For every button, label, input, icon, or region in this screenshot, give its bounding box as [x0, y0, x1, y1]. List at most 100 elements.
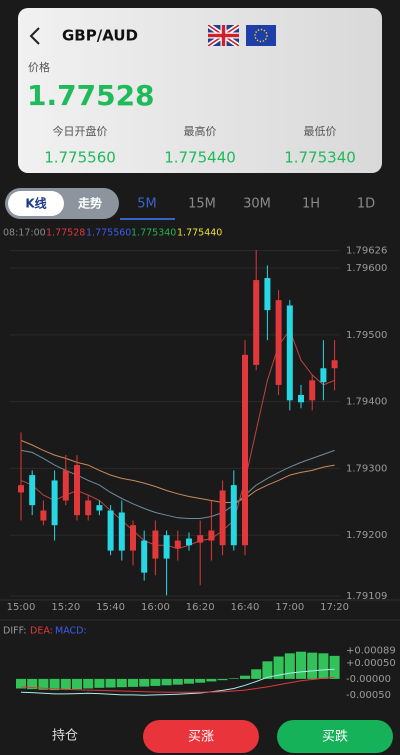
macd-bar: [161, 678, 172, 686]
candle-body: [298, 394, 304, 403]
y-tick-label: 1.79400: [346, 397, 387, 408]
candle-body: [107, 510, 114, 551]
mode-active[interactable]: [8, 191, 64, 216]
stat-label: 最低价: [304, 125, 337, 138]
position-tab[interactable]: 持仓: [52, 729, 78, 744]
quote-card: [18, 8, 382, 173]
candle-body: [130, 525, 136, 551]
macd-legend: DIFF:: [3, 626, 27, 637]
x-tick-label: 16:40: [231, 602, 260, 613]
candle-body: [219, 490, 226, 546]
y-tick-label: 1.79109: [346, 591, 387, 602]
pair-name: GBP/AUD: [62, 27, 138, 45]
y-tick-label: -0.00050: [346, 690, 391, 701]
quote-value: 1.775560: [86, 228, 131, 239]
interval-tab[interactable]: 1H: [302, 197, 320, 212]
candle-body: [264, 278, 271, 311]
y-tick-label: +0.00089: [346, 645, 396, 656]
y-tick-label: 1.79300: [346, 463, 387, 474]
candle-body: [197, 535, 204, 543]
mode-tab[interactable]: 走势: [78, 196, 102, 211]
interval-underline: [120, 218, 175, 220]
stat-label: 今日开盘价: [53, 124, 108, 138]
candle-body: [141, 540, 148, 573]
x-tick-label: 17:20: [320, 602, 349, 613]
y-tick-label: -0.00000: [346, 674, 391, 685]
ma-line: [20, 449, 335, 519]
macd-bar: [217, 678, 228, 681]
interval-tab[interactable]: 5M: [137, 197, 157, 212]
macd-bar: [195, 678, 206, 683]
interval-tab[interactable]: 30M: [243, 197, 271, 212]
candle-body: [29, 475, 36, 506]
quote-value: 1.775340: [131, 228, 176, 239]
quote-value: 1.775440: [177, 228, 222, 239]
macd-legend: MACD:: [55, 626, 87, 637]
y-tick-label: +0.00050: [346, 658, 396, 669]
macd-line: [20, 676, 335, 693]
price: 1.77528: [27, 79, 155, 112]
candle-body: [18, 485, 24, 493]
eu-flag: [246, 25, 276, 46]
ma-line: [20, 439, 335, 503]
candle-body: [152, 530, 159, 559]
macd-bar: [240, 675, 250, 679]
buy-up-label[interactable]: 买涨: [188, 730, 214, 745]
candle-body: [242, 354, 248, 546]
macd-bar: [296, 651, 306, 679]
macd-bar: [128, 678, 138, 687]
stat-value: 1.775560: [44, 149, 116, 167]
candle-body: [51, 480, 58, 526]
x-tick-label: 15:00: [7, 602, 36, 613]
y-tick-label: 1.79500: [346, 330, 387, 341]
mode-tab[interactable]: K线: [25, 196, 46, 211]
candle-body: [118, 512, 125, 551]
candle-body: [253, 280, 260, 365]
macd-bar: [273, 656, 284, 679]
macd-bar: [72, 678, 82, 690]
stat-value: 1.775340: [284, 149, 356, 167]
macd-bar: [139, 678, 150, 687]
x-tick-label: 16:00: [141, 602, 170, 613]
macd-bar: [49, 678, 60, 691]
uk-flag: [208, 25, 239, 46]
stat-label: 最高价: [184, 124, 217, 138]
macd-bar: [94, 678, 105, 688]
macd-bar: [284, 653, 295, 679]
macd-bar: [262, 661, 273, 679]
stat-value: 1.775440: [164, 149, 236, 167]
buy-up-button[interactable]: [143, 720, 259, 753]
macd-bar: [206, 678, 217, 682]
macd-bar: [307, 652, 318, 679]
candle-body: [320, 368, 327, 383]
macd-bar: [329, 655, 340, 679]
candle-body: [208, 530, 215, 541]
x-tick-label: 17:00: [275, 602, 304, 613]
x-tick-label: 15:20: [51, 602, 80, 613]
macd-bar: [251, 669, 262, 679]
macd-bar: [318, 653, 329, 679]
macd-bar: [83, 678, 94, 689]
back-button[interactable]: [29, 27, 40, 45]
x-tick-label: 15:40: [96, 602, 125, 613]
candle-body: [85, 500, 92, 516]
macd-bar: [27, 678, 38, 690]
y-tick-label: 1.79600: [346, 263, 387, 274]
buy-down-button[interactable]: [277, 720, 393, 753]
quote-value: 1.77528: [46, 228, 85, 239]
macd-bar: [184, 678, 194, 684]
macd-bar: [228, 678, 239, 679]
candle-body: [174, 540, 181, 549]
candle-body: [331, 360, 338, 369]
y-tick-label: 1.79626: [346, 246, 387, 257]
candle-body: [309, 380, 316, 401]
buy-down-label[interactable]: 买跌: [322, 729, 348, 745]
interval-tab[interactable]: 1D: [357, 197, 375, 212]
macd-bar: [150, 678, 161, 686]
macd-bar: [116, 678, 127, 688]
macd-bar: [105, 678, 116, 688]
x-tick-label: 16:20: [186, 602, 215, 613]
macd-bar: [38, 678, 49, 690]
interval-tab[interactable]: 15M: [188, 197, 216, 212]
